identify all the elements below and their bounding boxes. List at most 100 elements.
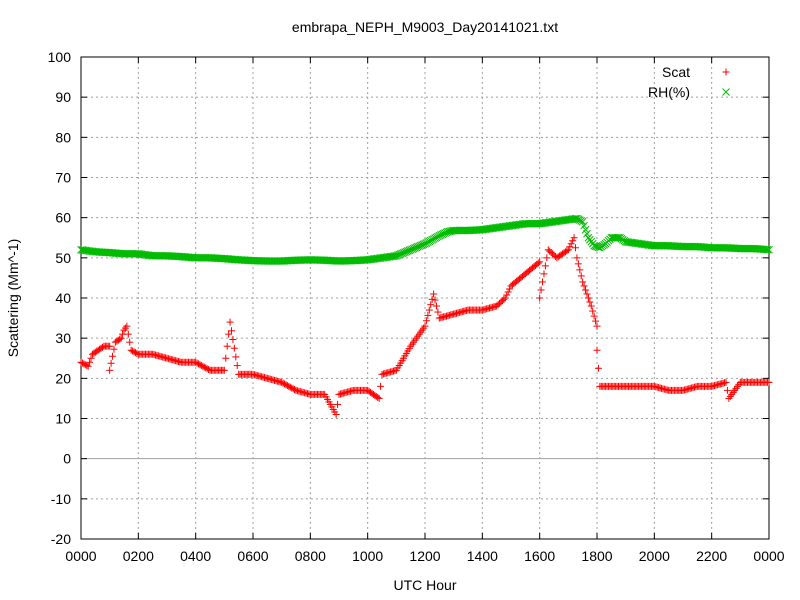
legend-marker (722, 68, 730, 76)
data-point (205, 365, 213, 373)
data-point (765, 245, 773, 254)
data-point (582, 286, 590, 294)
data-point (432, 302, 440, 310)
x-axis-label: UTC Hour (393, 577, 456, 593)
data-point (572, 244, 579, 252)
data-point (500, 295, 508, 303)
data-point (574, 260, 582, 268)
data-point (581, 225, 590, 234)
data-point (230, 344, 238, 352)
data-point (106, 366, 114, 374)
y-tick-label: 40 (55, 290, 71, 306)
data-point (583, 290, 591, 298)
data-point (540, 270, 548, 278)
x-tick-label: 1000 (352, 548, 383, 564)
data-point (762, 245, 770, 254)
data-point (233, 362, 241, 370)
legend-marker-rh (722, 88, 730, 96)
data-point (281, 380, 289, 388)
x-tick-label: 2000 (639, 548, 670, 564)
legend-label-scat: Scat (662, 64, 690, 80)
y-tick-label: 70 (55, 170, 71, 186)
chart-title: embrapa_NEPH_M9003_Day20141021.txt (292, 19, 558, 35)
data-point (107, 359, 115, 367)
y-tick-label: -20 (51, 531, 71, 547)
data-point (537, 286, 545, 294)
data-point (226, 318, 234, 326)
data-point (222, 354, 230, 362)
data-point (587, 302, 595, 310)
data-point (117, 334, 125, 342)
data-point (592, 317, 600, 325)
data-point (590, 312, 598, 320)
data-point (536, 258, 544, 266)
data-point (421, 322, 429, 330)
data-point (594, 243, 603, 252)
data-point (577, 272, 585, 280)
y-tick-label: 100 (48, 49, 72, 65)
data-point (123, 322, 131, 330)
data-point (289, 385, 297, 393)
data-point (133, 349, 141, 357)
data-point (579, 278, 587, 286)
data-point (431, 296, 439, 304)
data-point (614, 233, 623, 242)
data-point (571, 214, 580, 223)
y-tick-label: -10 (51, 491, 71, 507)
legend-marker-scat (722, 68, 730, 76)
data-point (197, 361, 205, 369)
data-point (578, 217, 587, 226)
x-tick-label: 0400 (180, 548, 211, 564)
data-point (593, 346, 601, 354)
data-point (199, 362, 207, 370)
data-point (200, 363, 208, 371)
data-point (193, 359, 201, 367)
data-point (99, 343, 106, 351)
data-point (106, 342, 114, 350)
legend-label-rh: RH(%) (648, 84, 690, 100)
x-tick-label: 1800 (581, 548, 612, 564)
data-point (442, 228, 451, 237)
data-point (332, 410, 340, 418)
data-point (422, 317, 430, 325)
y-tick-label: 80 (55, 129, 71, 145)
data-point (286, 383, 294, 391)
legend-marker (722, 88, 730, 96)
data-point (722, 378, 730, 386)
y-tick-label: 10 (55, 411, 71, 427)
data-point (81, 361, 89, 369)
y-axis-label: Scattering (Mm^-1) (5, 239, 21, 358)
data-point (765, 378, 773, 386)
data-point (536, 294, 544, 302)
x-tick-label: 1600 (524, 548, 555, 564)
x-tick-label: 0800 (295, 548, 326, 564)
data-point (283, 382, 291, 390)
data-point (109, 352, 117, 360)
data-point (723, 386, 731, 394)
data-point (573, 254, 581, 262)
data-point (434, 308, 442, 316)
series (77, 214, 773, 418)
data-point (506, 285, 514, 293)
data-point (580, 221, 588, 230)
data-point (225, 330, 233, 338)
data-point (196, 361, 204, 369)
x-tick-label: 0000 (753, 548, 784, 564)
y-tick-label: 60 (55, 210, 71, 226)
data-point (430, 290, 438, 298)
data-point (130, 348, 138, 356)
x-tick-label: 2200 (696, 548, 727, 564)
data-point (424, 311, 432, 319)
data-point (229, 336, 237, 344)
data-point (590, 241, 598, 250)
data-point (584, 294, 592, 302)
data-point (425, 306, 433, 314)
data-point (593, 322, 601, 330)
data-point (220, 366, 228, 374)
data-point (129, 347, 137, 355)
data-point (87, 354, 95, 362)
data-point (375, 394, 383, 402)
data-point (580, 282, 588, 290)
y-tick-label: 90 (55, 89, 71, 105)
data-point (569, 237, 577, 245)
